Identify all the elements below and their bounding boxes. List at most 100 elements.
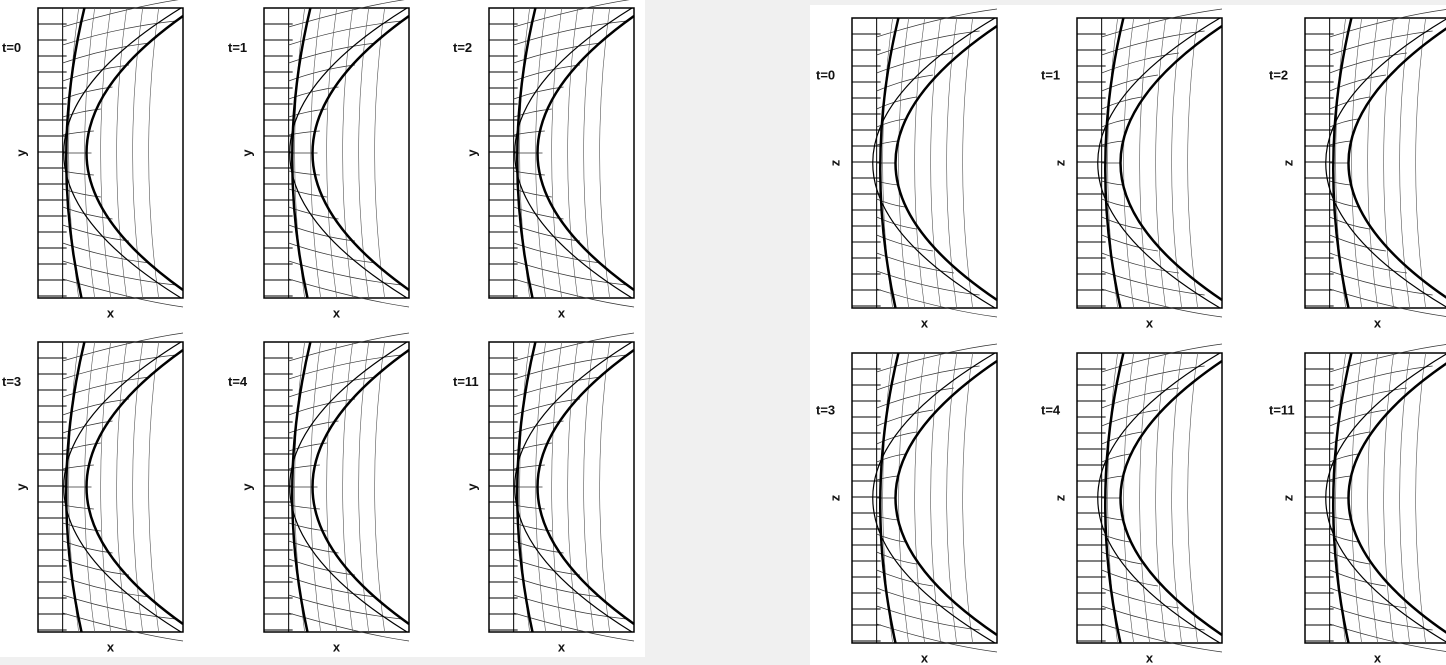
panel-frame — [37, 7, 184, 299]
plot-panel — [1304, 344, 1446, 652]
outer-boundary — [289, 341, 408, 633]
streamlines — [288, 0, 410, 308]
y-axis-label: z — [1052, 159, 1067, 166]
streamlines — [1101, 343, 1223, 653]
time-label: t=3 — [2, 374, 21, 389]
contours — [294, 7, 385, 299]
panel-frame — [1076, 352, 1223, 644]
outer-boundary — [63, 341, 182, 633]
panel-frame — [851, 17, 998, 309]
contours — [882, 352, 973, 644]
plot-panel — [1304, 9, 1446, 317]
body-boundary — [311, 14, 410, 292]
contours — [1335, 17, 1426, 309]
shock-line — [879, 17, 900, 309]
body-boundary — [311, 348, 410, 626]
shock-line — [879, 352, 900, 644]
outer-boundary — [1097, 17, 1221, 309]
streamlines — [62, 0, 184, 308]
body-boundary — [536, 14, 635, 292]
plot-panel — [263, 0, 410, 308]
shock-line — [516, 7, 537, 299]
plot-panel — [851, 343, 998, 653]
shock-line — [1332, 17, 1353, 309]
plot-panel — [488, 0, 635, 308]
streamlines — [876, 343, 998, 653]
outer-boundary — [63, 7, 182, 299]
body-boundary — [85, 14, 184, 292]
contours — [1107, 17, 1198, 309]
streamlines — [288, 332, 410, 642]
outer-boundary — [872, 352, 996, 644]
y-axis-label: y — [464, 149, 479, 157]
plot-panel — [37, 0, 184, 308]
contours — [519, 7, 610, 299]
x-axis-label: x — [921, 315, 929, 330]
outer-boundary — [514, 341, 633, 633]
shock-line — [1332, 352, 1353, 644]
contours — [68, 341, 159, 633]
panel-frame — [263, 341, 410, 633]
y-axis-label: z — [827, 159, 842, 166]
x-axis-label: x — [1146, 315, 1154, 330]
shock-line — [291, 7, 312, 299]
time-label: t=11 — [1269, 402, 1295, 417]
panel-frame — [37, 341, 184, 633]
time-label: t=3 — [816, 402, 835, 417]
x-axis-label: x — [558, 639, 566, 654]
shock-line — [516, 341, 537, 633]
y-axis-label: z — [1280, 494, 1295, 501]
body-boundary — [894, 359, 998, 637]
body-boundary — [85, 348, 184, 626]
outer-boundary — [289, 7, 408, 299]
body-boundary — [536, 348, 635, 626]
shock-line — [1104, 352, 1125, 644]
y-axis-label: y — [239, 483, 254, 491]
body-boundary — [894, 24, 998, 302]
plot-panel — [263, 332, 410, 642]
time-label: t=2 — [453, 40, 472, 55]
y-axis-label: y — [464, 483, 479, 491]
outer-boundary — [1325, 18, 1446, 308]
plot-panel — [1076, 343, 1223, 653]
streamlines — [1329, 9, 1446, 317]
body-boundary — [1347, 27, 1446, 299]
outer-boundary — [1097, 352, 1221, 644]
body-boundary — [1119, 359, 1223, 637]
contours — [68, 7, 159, 299]
plot-panel — [488, 332, 635, 642]
shock-line — [291, 341, 312, 633]
x-axis-label: x — [921, 650, 929, 665]
time-label: t=1 — [228, 40, 247, 55]
time-label: t=0 — [2, 40, 21, 55]
plot-panel — [1076, 8, 1223, 318]
plot-panel — [37, 332, 184, 642]
panel-frame — [488, 341, 635, 633]
shock-line — [65, 341, 86, 633]
y-axis-label: y — [13, 483, 28, 491]
contours — [882, 17, 973, 309]
streamlines — [513, 332, 635, 642]
x-axis-label: x — [333, 639, 341, 654]
streamlines — [62, 332, 184, 642]
outer-boundary — [1325, 353, 1446, 643]
y-axis-label: z — [1280, 159, 1295, 166]
y-axis-label: y — [239, 149, 254, 157]
streamlines — [1329, 344, 1446, 652]
shock-line — [65, 7, 86, 299]
panel-frame — [488, 7, 635, 299]
contours — [519, 341, 610, 633]
time-label: t=1 — [1041, 67, 1060, 82]
y-axis-label: z — [1052, 494, 1067, 501]
body-boundary — [1347, 362, 1446, 634]
plot-panel — [851, 8, 998, 318]
streamlines — [876, 8, 998, 318]
time-label: t=2 — [1269, 67, 1288, 82]
streamlines — [513, 0, 635, 308]
panel-frame — [263, 7, 410, 299]
contours — [1335, 352, 1426, 644]
x-axis-label: x — [107, 639, 115, 654]
y-axis-label: y — [13, 149, 28, 157]
x-axis-label: x — [558, 305, 566, 320]
contours — [294, 341, 385, 633]
